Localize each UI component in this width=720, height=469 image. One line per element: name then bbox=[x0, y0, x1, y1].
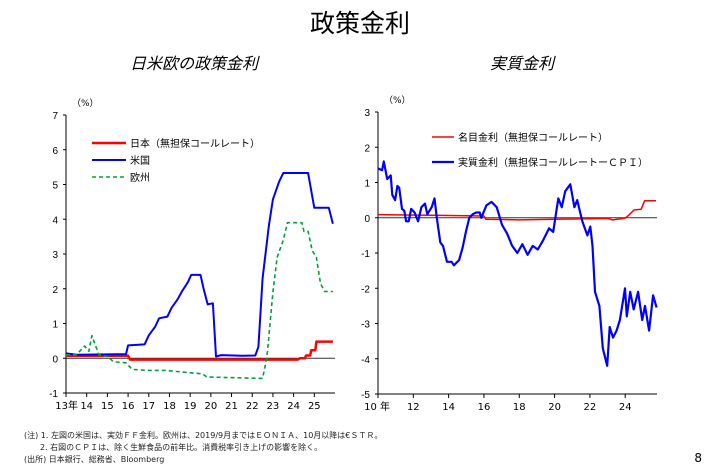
y-tick-label: 2 bbox=[52, 285, 58, 296]
y-tick-label: 1 bbox=[364, 179, 370, 190]
y-tick-label: -4 bbox=[361, 355, 370, 366]
series-line-2 bbox=[66, 221, 333, 380]
x-tick-label: 12 bbox=[407, 402, 420, 413]
series-line-1 bbox=[377, 160, 658, 367]
x-tick-label: 19 bbox=[184, 401, 197, 412]
x-tick-label: 14 bbox=[80, 401, 93, 412]
unit-label: （%） bbox=[384, 95, 411, 106]
y-tick-label: -1 bbox=[49, 389, 58, 400]
note-1: (注) 1. 左図の米国は、実効ＦＦ金利。欧州は、2019/9月まではＥＯＮＩＡ… bbox=[24, 431, 383, 440]
y-tick-label: 6 bbox=[52, 146, 58, 157]
x-tick-label: 15 bbox=[101, 401, 114, 412]
legend-label: 名目金利（無担保コールレート） bbox=[458, 131, 608, 144]
x-tick-label: 13年 bbox=[55, 399, 78, 412]
legend-label: 実質金利（無担保コールレートーＣＰＩ） bbox=[458, 156, 648, 169]
series-line-0 bbox=[377, 200, 657, 221]
note-2: 2. 右図のＣＰＩは、除く生鮮食品の前年比。消費税率引き上げの影響を除く。 bbox=[40, 443, 323, 452]
y-tick-label: -2 bbox=[361, 284, 370, 295]
x-tick-label: 14 bbox=[442, 402, 455, 413]
x-tick-label: 24 bbox=[287, 401, 300, 412]
page-title: 政策金利 bbox=[309, 9, 410, 38]
y-tick-label: 3 bbox=[52, 250, 58, 261]
x-tick-label: 20 bbox=[204, 401, 217, 412]
y-tick-label: 1 bbox=[52, 320, 58, 331]
y-tick-label: -1 bbox=[361, 249, 370, 260]
y-tick-label: 4 bbox=[52, 215, 58, 226]
x-tick-label: 23 bbox=[267, 401, 280, 412]
right-chart-title: 実質金利 bbox=[490, 54, 555, 73]
x-tick-label: 25 bbox=[308, 401, 321, 412]
y-tick-label: 2 bbox=[364, 143, 370, 154]
unit-label: （%） bbox=[72, 98, 99, 109]
page-number: 8 bbox=[694, 451, 702, 465]
y-tick-label: -5 bbox=[361, 390, 370, 401]
y-tick-label: 0 bbox=[364, 214, 370, 225]
x-tick-label: 22 bbox=[246, 401, 259, 412]
x-tick-label: 16 bbox=[122, 401, 135, 412]
series-line-0 bbox=[66, 340, 333, 361]
y-tick-label: 3 bbox=[364, 108, 370, 119]
x-tick-label: 22 bbox=[584, 402, 597, 413]
source-note: (出所) 日本銀行、総務省、Bloomberg bbox=[24, 455, 165, 464]
x-tick-label: 21 bbox=[225, 401, 238, 412]
y-tick-label: -3 bbox=[361, 320, 370, 331]
x-tick-label: 16 bbox=[478, 402, 491, 413]
legend-label: 米国 bbox=[130, 154, 150, 167]
y-tick-label: 7 bbox=[52, 111, 58, 122]
legend-label: 欧州 bbox=[130, 172, 150, 184]
y-tick-label: 0 bbox=[52, 354, 58, 365]
x-tick-label: 24 bbox=[619, 402, 632, 413]
x-tick-label: 20 bbox=[548, 402, 561, 413]
legend-label: 日本（無担保コールレート） bbox=[130, 137, 260, 150]
x-tick-label: 17 bbox=[142, 401, 155, 412]
y-tick-label: 5 bbox=[52, 181, 58, 192]
left-chart-title: 日米欧の政策金利 bbox=[130, 54, 259, 73]
x-tick-label: 10 年 bbox=[364, 400, 390, 413]
x-tick-label: 18 bbox=[513, 402, 526, 413]
x-tick-label: 18 bbox=[163, 401, 176, 412]
series-line-1 bbox=[65, 172, 334, 358]
